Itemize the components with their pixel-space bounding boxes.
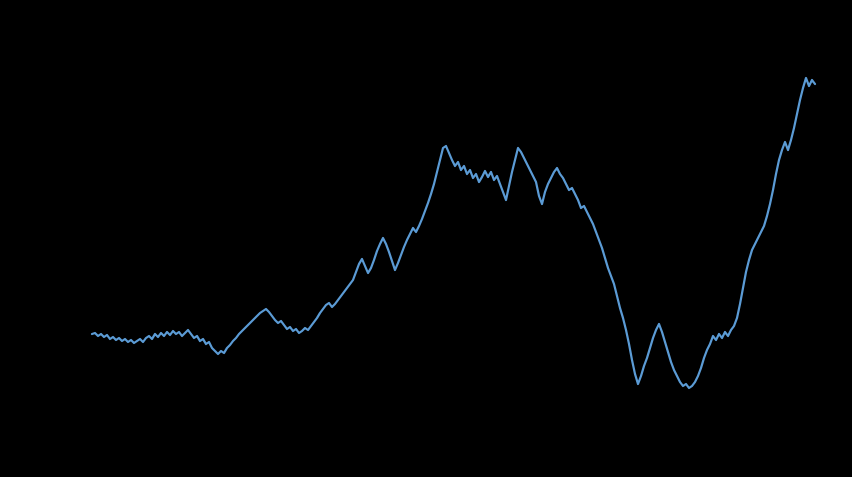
series-group	[90, 76, 817, 390]
data-line-series-1	[90, 76, 817, 390]
